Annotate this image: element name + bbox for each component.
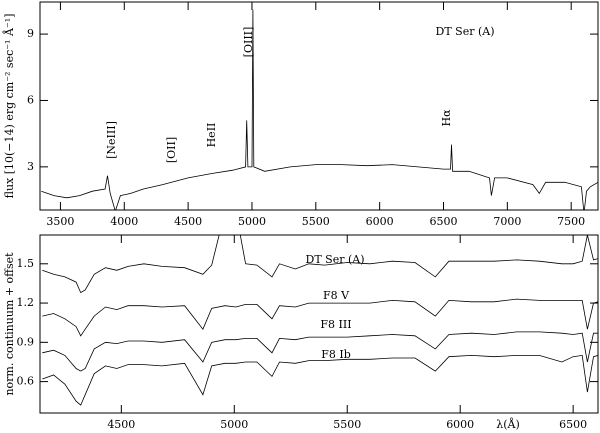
x-tick-label: 7000 [493, 215, 521, 228]
y-tick-label: 9 [27, 27, 34, 40]
y-tick-label: 6 [27, 93, 34, 106]
spectrum-line [42, 331, 598, 372]
spectrum-line [41, 9, 598, 210]
plot-area [41, 9, 598, 210]
y-axis-label: norm. continuum + offset [3, 252, 16, 396]
x-tick-label: 6000 [366, 215, 394, 228]
x-tick-label: 4500 [174, 215, 202, 228]
y-tick-label: 0.6 [17, 375, 35, 388]
x-tick-label: 3500 [46, 215, 74, 228]
plot-area [42, 235, 598, 406]
x-axis-label: λ(Å) [496, 417, 520, 431]
line-annotation: [OII] [165, 137, 178, 163]
x-tick-label: 6500 [559, 418, 587, 431]
line-annotation: [NeIII] [105, 121, 118, 159]
x-tick-label: 4500 [107, 418, 135, 431]
spectrum-line [42, 298, 598, 337]
x-tick-label: 6500 [429, 215, 457, 228]
line-annotation: HeII [205, 123, 218, 148]
plot-frame [39, 1, 599, 211]
series-label: F8 V [323, 289, 350, 302]
y-tick-label: 1.5 [17, 257, 35, 270]
spectrum-line [42, 235, 598, 294]
x-tick-label: 4000 [110, 215, 138, 228]
x-tick-label: 5500 [302, 215, 330, 228]
series-label: DT Ser (A) [436, 25, 495, 38]
plot-frame [39, 234, 599, 414]
series-label: F8 Ib [321, 348, 351, 361]
series-label: DT Ser (A) [306, 253, 365, 266]
y-axis-label: flux [10(−14) erg cm⁻² sec⁻¹ Å⁻¹] [2, 14, 16, 199]
x-tick-label: 5500 [333, 418, 361, 431]
x-tick-label: 7500 [557, 215, 585, 228]
series-label: F8 III [320, 318, 351, 331]
y-tick-label: 3 [27, 160, 34, 173]
y-tick-label: 1.2 [17, 296, 35, 309]
x-tick-label: 5000 [238, 215, 266, 228]
spectrum-line [42, 354, 598, 406]
y-tick-label: 0.9 [17, 335, 35, 348]
x-tick-label: 5000 [220, 418, 248, 431]
line-annotation: [OIII] [242, 27, 255, 58]
line-annotation: Hα [440, 109, 453, 127]
x-tick-label: 6000 [446, 418, 474, 431]
